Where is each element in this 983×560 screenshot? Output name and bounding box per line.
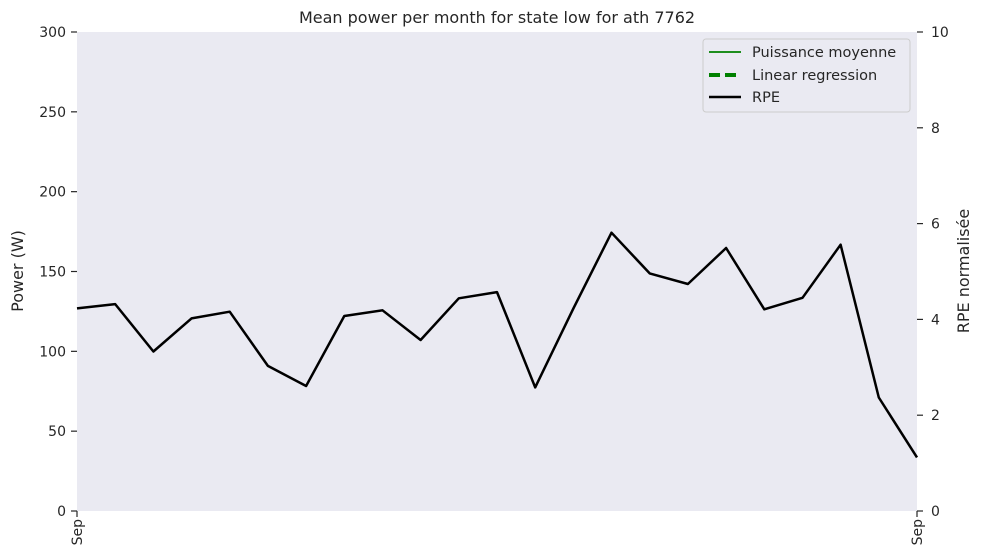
legend-box — [702, 38, 911, 113]
y-tick-label: 50 — [48, 424, 66, 440]
chart-title: Mean power per month for state low for a… — [299, 8, 695, 27]
y2-axis-title: RPE normalisée — [954, 209, 973, 334]
series-layer — [76, 231, 919, 459]
y-tick-label: 100 — [39, 344, 66, 360]
y2-tick-label: 2 — [931, 408, 940, 424]
y2-tick-label: 6 — [931, 217, 940, 233]
y-tick-label: 250 — [39, 105, 66, 121]
y-tick-label: 150 — [39, 265, 66, 281]
y2-tick-label: 4 — [931, 312, 940, 328]
x-tick-label: Sep — [70, 519, 86, 546]
legend-label-rpe: RPE — [752, 90, 780, 106]
y2-tick-label: 0 — [931, 504, 940, 520]
legend-label-regression: Linear regression — [752, 68, 877, 84]
y-tick-label: 0 — [57, 504, 66, 520]
y2-tick-label: 10 — [931, 25, 949, 41]
legend: Puissance moyenne Linear regression RPE — [702, 38, 911, 113]
y2-tick-label: 8 — [931, 121, 940, 137]
x-axis: Sep Sep — [70, 511, 926, 545]
left-axis: 0 50 100 150 200 250 300 — [39, 25, 77, 520]
y-tick-label: 200 — [39, 185, 66, 201]
y-axis-title: Power (W) — [8, 230, 27, 312]
x-tick-label: Sep — [910, 519, 926, 546]
series-line-rpe — [76, 231, 919, 459]
legend-label-power: Puissance moyenne — [752, 45, 896, 61]
y-tick-label: 300 — [39, 25, 66, 41]
right-axis: 0 2 4 6 8 10 — [917, 25, 949, 520]
